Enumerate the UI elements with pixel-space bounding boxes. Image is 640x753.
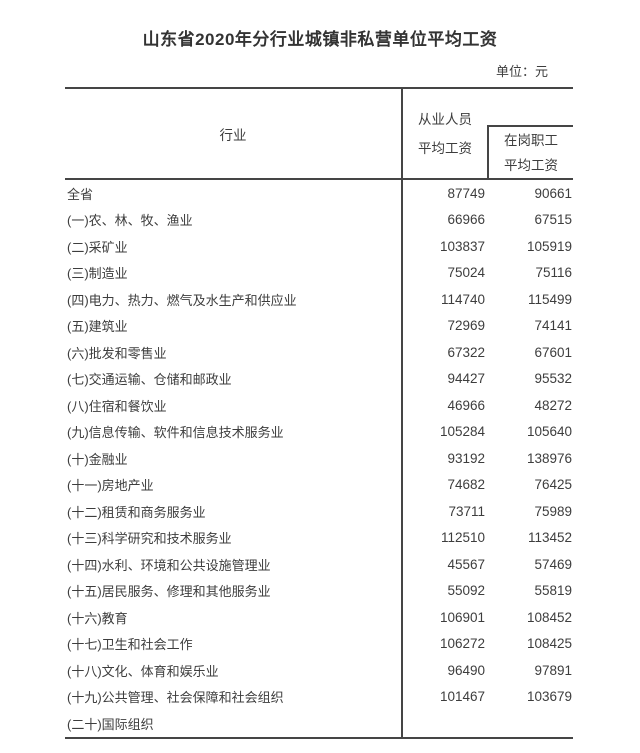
industry-cell: (十七)卫生和社会工作: [65, 630, 403, 657]
industry-cell: (十)金融业: [65, 445, 403, 472]
table-row: (四)电力、热力、燃气及水生产和供应业 114740 115499: [65, 286, 573, 313]
industry-cell: (十九)公共管理、社会保障和社会组织: [65, 683, 403, 710]
staff-wage-cell: 90661: [534, 185, 572, 201]
industry-cell: (十一)房地产业: [65, 471, 403, 498]
industry-cell: (二十)国际组织: [65, 710, 403, 738]
staff-wage-cell: 75989: [534, 503, 572, 519]
staff-wage-cell: 108425: [526, 636, 572, 652]
staff-wage-cell: 103679: [526, 689, 572, 705]
table-row: (十四)水利、环境和公共设施管理业 45567 57469: [65, 551, 573, 578]
staff-wage-cell: 113452: [527, 530, 572, 546]
table-row: (十八)文化、体育和娱乐业 96490 97891: [65, 657, 573, 684]
staff-wage-cell: 115499: [527, 291, 572, 307]
employed-wage-cell: 67322: [447, 344, 485, 360]
staff-wage-cell: 75116: [535, 265, 572, 281]
staff-wage-cell: 67601: [534, 344, 572, 360]
industry-cell: (十八)文化、体育和娱乐业: [65, 657, 403, 684]
table-header-industry: 行业: [65, 88, 403, 180]
table-row: (二十)国际组织: [65, 710, 573, 738]
table-row: (六)批发和零售业 67322 67601: [65, 339, 573, 366]
table-header-employed-avg-wage: 从业人员 平均工资: [402, 88, 487, 180]
industry-cell: (十四)水利、环境和公共设施管理业: [65, 551, 403, 578]
industry-cell: (六)批发和零售业: [65, 339, 403, 366]
industry-cell: 全省: [65, 179, 403, 207]
industry-cell: (五)建筑业: [65, 312, 403, 339]
table-row: (十一)房地产业 74682 76425: [65, 471, 573, 498]
employed-wage-cell: 106901: [439, 609, 485, 625]
table-row: (二)采矿业 103837 105919: [65, 233, 573, 260]
table-row: (八)住宿和餐饮业 46966 48272: [65, 392, 573, 419]
industry-cell: (八)住宿和餐饮业: [65, 392, 403, 419]
staff-wage-cell: 108452: [526, 609, 572, 625]
industry-cell: (四)电力、热力、燃气及水生产和供应业: [65, 286, 403, 313]
employed-header-line2: 平均工资: [418, 140, 472, 156]
table-row: (五)建筑业 72969 74141: [65, 312, 573, 339]
staff-wage-cell: 105919: [526, 238, 572, 254]
staff-header-line2: 平均工资: [504, 157, 558, 173]
employed-wage-cell: 105284: [439, 424, 485, 440]
staff-wage-cell: 105640: [526, 424, 572, 440]
wage-table: 行业 从业人员 平均工资 在岗职工 平均工资 全省 87749 90661 (一)农、…: [65, 87, 573, 739]
employed-wage-cell: 114740: [440, 291, 485, 307]
table-row: (十九)公共管理、社会保障和社会组织 101467 103679: [65, 683, 573, 710]
employed-wage-cell: 75024: [447, 265, 485, 281]
employed-wage-cell: 73711: [448, 503, 485, 519]
staff-wage-cell: 138976: [526, 450, 572, 466]
employed-wage-cell: [402, 710, 487, 738]
table-row: 全省 87749 90661: [65, 179, 573, 207]
industry-cell: (一)农、林、牧、渔业: [65, 206, 403, 233]
employed-header-line1: 从业人员: [418, 111, 472, 127]
employed-wage-cell: 112510: [440, 530, 485, 546]
employed-wage-cell: 96490: [447, 662, 485, 678]
employed-wage-cell: 87749: [447, 185, 485, 201]
staff-wage-cell: 67515: [534, 212, 572, 228]
table-row: (十七)卫生和社会工作 106272 108425: [65, 630, 573, 657]
industry-cell: (十五)居民服务、修理和其他服务业: [65, 577, 403, 604]
table-body: 全省 87749 90661 (一)农、林、牧、渔业 66966 67515 (二)采矿业 1…: [65, 179, 573, 738]
staff-wage-cell: 95532: [534, 371, 572, 387]
table-row: (十三)科学研究和技术服务业 112510 113452: [65, 524, 573, 551]
employed-wage-cell: 106272: [439, 636, 485, 652]
table-row: (三)制造业 75024 75116: [65, 259, 573, 286]
table-header: 行业 从业人员 平均工资 在岗职工 平均工资: [65, 88, 573, 180]
table-header-staff-avg-wage: 在岗职工 平均工资: [487, 88, 573, 180]
staff-wage-cell: 76425: [534, 477, 572, 493]
industry-cell: (十六)教育: [65, 604, 403, 631]
employed-wage-cell: 93192: [447, 450, 485, 466]
industry-cell: (七)交通运输、仓储和邮政业: [65, 365, 403, 392]
industry-cell: (十三)科学研究和技术服务业: [65, 524, 403, 551]
employed-wage-cell: 46966: [447, 397, 485, 413]
unit-label: 单位：元: [495, 64, 548, 79]
staff-wage-cell: 55819: [534, 583, 572, 599]
employed-wage-cell: 55092: [447, 583, 485, 599]
staff-wage-cell: 74141: [534, 318, 572, 334]
table-row: (九)信息传输、软件和信息技术服务业 105284 105640: [65, 418, 573, 445]
industry-cell: (十二)租赁和商务服务业: [65, 498, 403, 525]
table-row: (七)交通运输、仓储和邮政业 94427 95532: [65, 365, 573, 392]
employed-wage-cell: 101467: [439, 689, 485, 705]
employed-wage-cell: 94427: [447, 371, 485, 387]
employed-wage-cell: 45567: [447, 556, 485, 572]
table-row: (一)农、林、牧、渔业 66966 67515: [65, 206, 573, 233]
staff-wage-cell: [487, 710, 573, 738]
employed-wage-cell: 66966: [447, 212, 485, 228]
table-row: (十)金融业 93192 138976: [65, 445, 573, 472]
table-row: (十二)租赁和商务服务业 73711 75989: [65, 498, 573, 525]
page-title: 山东省2020年分行业城镇非私营单位平均工资: [142, 30, 498, 49]
table-row: (十五)居民服务、修理和其他服务业 55092 55819: [65, 577, 573, 604]
employed-wage-cell: 72969: [447, 318, 485, 334]
staff-wage-cell: 97891: [534, 662, 572, 678]
employed-wage-cell: 74682: [447, 477, 485, 493]
staff-header-box: 在岗职工 平均工资: [487, 125, 573, 178]
table-row: (十六)教育 106901 108452: [65, 604, 573, 631]
staff-wage-cell: 57469: [534, 556, 572, 572]
staff-wage-cell: 48272: [534, 397, 572, 413]
industry-cell: (三)制造业: [65, 259, 403, 286]
employed-wage-cell: 103837: [439, 238, 485, 254]
industry-cell: (九)信息传输、软件和信息技术服务业: [65, 418, 403, 445]
staff-header-line1: 在岗职工: [504, 132, 558, 148]
industry-cell: (二)采矿业: [65, 233, 403, 260]
